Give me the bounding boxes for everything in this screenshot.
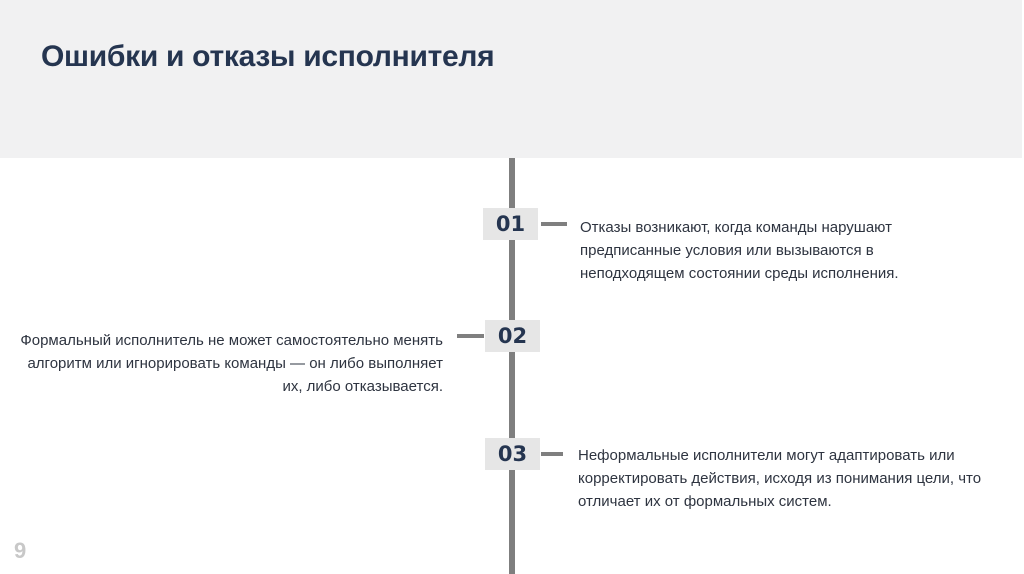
step-number-01: 01 [483,208,538,240]
page-number: 9 [14,538,27,563]
step-text-02: Формальный исполнитель не может самостоя… [20,332,443,395]
connector-03 [541,452,563,456]
page-title: Ошибки и отказы исполнителя [41,40,495,73]
timeline-line [509,158,515,574]
step-number-02: 02 [485,320,540,352]
step-text-01: Отказы возникают, когда команды нарушают… [580,219,899,282]
connector-01 [541,222,567,226]
header-band: Ошибки и отказы исполнителя [0,0,1022,158]
step-text-03: Неформальные исполнители могут адаптиров… [578,447,982,510]
connector-02 [457,334,484,338]
step-number-03: 03 [485,438,540,470]
